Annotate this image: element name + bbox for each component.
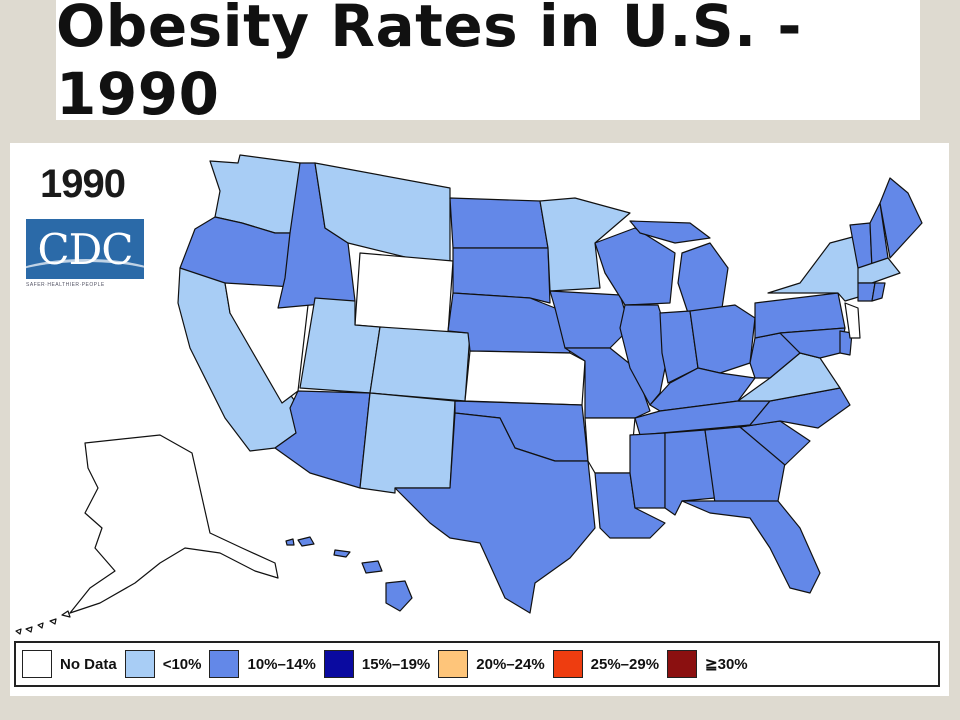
state-MN	[539, 197, 631, 292]
state-AK-islands	[15, 610, 71, 635]
state-MI	[677, 242, 729, 314]
state-HI-kauai	[285, 538, 295, 546]
state-MI-upper	[629, 220, 711, 244]
state-MS	[629, 432, 666, 509]
state-ME	[879, 177, 923, 259]
legend-swatch	[552, 650, 583, 678]
state-MT	[314, 162, 451, 269]
legend-label: 15%–19%	[361, 655, 431, 673]
state-OH	[689, 304, 756, 374]
legend-item-0: No Data	[22, 650, 117, 678]
cdc-logo-text: CDC	[37, 224, 134, 274]
state-MD	[779, 327, 846, 359]
legend-item-4: 20%–24%	[438, 650, 545, 678]
year-label: 1990	[40, 162, 126, 206]
legend-label: ≧30%	[705, 656, 748, 673]
legend-label: <10%	[162, 655, 202, 673]
legend-item-6: ≧30%	[667, 650, 748, 678]
legend-swatch	[124, 650, 155, 678]
logo-sweep	[26, 259, 144, 279]
legend-swatch	[323, 650, 354, 678]
state-MO	[564, 347, 651, 419]
state-HI-maui	[361, 560, 383, 574]
legend: No Data <10% 10%–14% 15%–19% 20%–24% 25%…	[14, 641, 940, 687]
state-GA	[704, 426, 786, 504]
legend-label: 10%–14%	[247, 655, 316, 673]
legend-swatch	[667, 650, 698, 678]
state-CO	[369, 326, 471, 402]
state-TX	[394, 412, 596, 614]
state-FL	[681, 500, 821, 594]
state-SD	[452, 247, 551, 304]
legend-item-2: 10%–14%	[209, 650, 316, 678]
state-HI-oahu	[297, 536, 315, 547]
legend-label: 25%–29%	[590, 655, 660, 673]
legend-item-5: 25%–29%	[552, 650, 660, 678]
state-HI-big-island	[385, 580, 413, 612]
state-NM	[359, 392, 456, 494]
state-RI	[871, 282, 886, 302]
state-AR	[584, 417, 636, 474]
title-box: Obesity Rates in U.S. - 1990	[56, 0, 920, 128]
state-ND	[449, 197, 549, 249]
state-KS	[464, 350, 586, 406]
legend-swatch	[209, 650, 240, 678]
map-panel: 1990 CDC SAFER·HEALTHIER·PEOPLE	[10, 143, 949, 696]
legend-item-1: <10%	[124, 650, 202, 678]
state-NJ	[844, 302, 861, 339]
us-map	[15, 154, 923, 635]
cdc-logo-subtitle: SAFER·HEALTHIER·PEOPLE	[26, 282, 105, 288]
legend-swatch	[438, 650, 469, 678]
cdc-logo: CDC	[26, 219, 144, 279]
state-DE	[839, 330, 853, 356]
legend-label: 20%–24%	[476, 655, 545, 673]
legend-item-3: 15%–19%	[323, 650, 431, 678]
state-WI	[594, 227, 676, 306]
legend-label: No Data	[60, 655, 117, 673]
legend-swatch	[22, 650, 52, 678]
page-title: Obesity Rates in U.S. - 1990	[56, 0, 802, 128]
state-AK	[69, 434, 279, 614]
state-WY	[354, 252, 454, 334]
state-HI-molokai	[333, 549, 351, 558]
state-MA	[857, 257, 901, 284]
